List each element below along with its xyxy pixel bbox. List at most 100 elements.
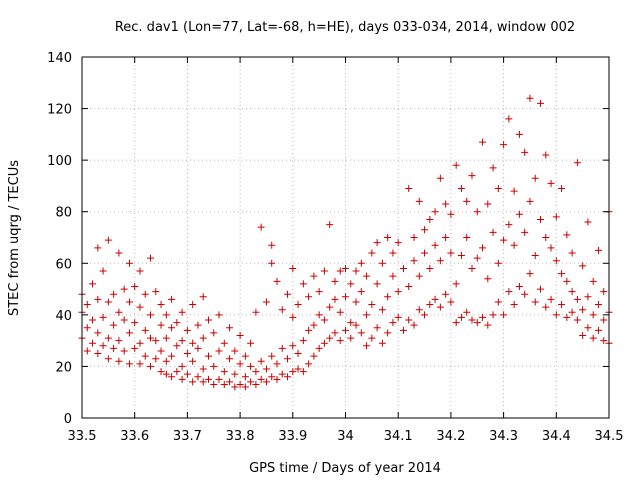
data-point [373, 280, 381, 288]
data-point [552, 257, 560, 265]
data-point [147, 311, 155, 319]
data-point [431, 208, 439, 216]
data-point [526, 94, 534, 102]
data-point [505, 288, 513, 296]
data-point [484, 321, 492, 329]
data-point [378, 259, 386, 267]
data-point [573, 316, 581, 324]
data-point [389, 272, 397, 280]
data-point [315, 344, 323, 352]
data-point [600, 288, 608, 296]
data-point [305, 293, 313, 301]
y-tick-label: 40 [55, 309, 72, 324]
data-point [299, 280, 307, 288]
data-point [236, 331, 244, 339]
data-point [579, 306, 587, 314]
data-point [415, 197, 423, 205]
data-point [463, 197, 471, 205]
data-point [247, 362, 255, 370]
data-point [447, 249, 455, 257]
data-point [447, 210, 455, 218]
data-point [384, 234, 392, 241]
data-point [489, 311, 497, 319]
data-point [268, 241, 276, 249]
data-point [405, 185, 413, 193]
data-point [210, 362, 218, 370]
data-point [363, 342, 371, 350]
data-point [178, 308, 186, 316]
data-point [110, 321, 118, 329]
data-point [83, 301, 91, 309]
data-point [94, 295, 102, 303]
data-point [199, 334, 207, 342]
data-point [278, 344, 286, 352]
data-point [468, 172, 476, 180]
data-point [194, 373, 202, 381]
data-point [521, 228, 529, 236]
data-point [104, 334, 112, 342]
data-point [241, 383, 249, 391]
data-point [120, 285, 128, 293]
data-point [257, 375, 265, 383]
data-point [468, 316, 476, 324]
data-point [162, 357, 170, 365]
x-axis-label: GPS time / Days of year 2014 [249, 461, 441, 476]
data-point [378, 339, 386, 347]
data-point [421, 311, 429, 319]
data-point [320, 267, 328, 275]
data-point [104, 355, 112, 363]
data-point [457, 185, 465, 193]
data-point [204, 375, 212, 383]
data-point [389, 319, 397, 327]
data-point [278, 370, 286, 378]
data-point [579, 331, 587, 339]
data-point [515, 282, 523, 290]
y-tick-label: 60 [55, 257, 72, 272]
data-point [189, 357, 197, 365]
data-point [594, 246, 602, 254]
data-point [257, 357, 265, 365]
data-point [236, 360, 244, 368]
data-point [199, 378, 207, 386]
data-point [268, 373, 276, 381]
data-point [558, 270, 566, 278]
data-point [579, 262, 587, 270]
x-tick-label: 33.8 [226, 429, 255, 444]
data-point [220, 368, 228, 376]
x-tick-label: 33.9 [278, 429, 307, 444]
data-point [115, 357, 123, 365]
data-point [479, 138, 487, 146]
data-point [357, 288, 365, 296]
data-point [226, 324, 234, 332]
data-point [141, 326, 149, 334]
data-point [484, 275, 492, 283]
data-point [220, 380, 228, 388]
data-point [173, 342, 181, 350]
data-point [373, 239, 381, 247]
data-point [421, 226, 429, 234]
data-point [141, 290, 149, 298]
data-point [273, 360, 281, 368]
x-tick-label: 34 [337, 429, 354, 444]
data-point [183, 370, 191, 378]
data-point [268, 259, 276, 267]
data-point [536, 285, 544, 293]
data-point [494, 298, 502, 306]
data-point [484, 200, 492, 208]
y-tick-label: 80 [55, 206, 72, 221]
data-point [326, 334, 334, 342]
data-point [405, 282, 413, 290]
data-point [568, 288, 576, 296]
data-point [178, 375, 186, 383]
data-points [78, 94, 613, 391]
data-point [247, 378, 255, 386]
data-point [183, 350, 191, 358]
data-point [479, 244, 487, 252]
data-point [347, 334, 355, 342]
data-point [136, 360, 144, 368]
data-point [589, 277, 597, 285]
data-point [284, 355, 292, 363]
data-point [526, 197, 534, 205]
data-point [573, 159, 581, 167]
data-point [573, 295, 581, 303]
